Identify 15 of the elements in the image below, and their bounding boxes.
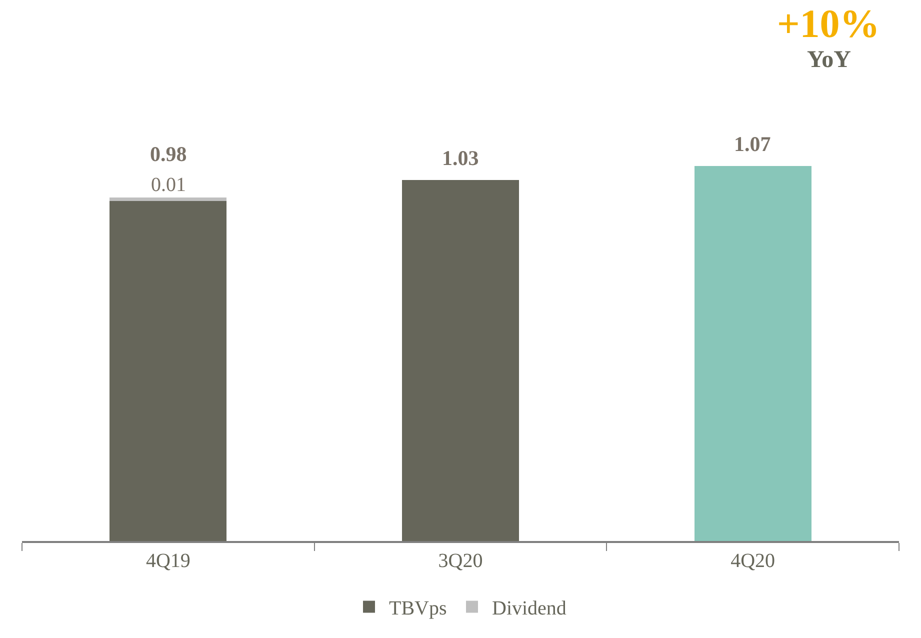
legend-label: TBVps — [389, 598, 447, 620]
text: +10% — [777, 1, 880, 46]
data-label: 0.01 — [151, 174, 186, 196]
bar — [110, 198, 227, 202]
data-label: 1.03 — [442, 146, 479, 170]
bar — [402, 180, 519, 541]
x-tick-label: 3Q20 — [438, 550, 483, 572]
x-tick-label: 4Q19 — [146, 550, 190, 572]
bar — [694, 166, 812, 541]
text: YoY — [807, 47, 852, 73]
legend-label: Dividend — [492, 598, 566, 620]
data-label: 1.07 — [734, 132, 771, 156]
total-label: 0.98 — [150, 142, 187, 166]
x-tick-label: 4Q20 — [730, 550, 776, 572]
bar — [110, 201, 227, 541]
